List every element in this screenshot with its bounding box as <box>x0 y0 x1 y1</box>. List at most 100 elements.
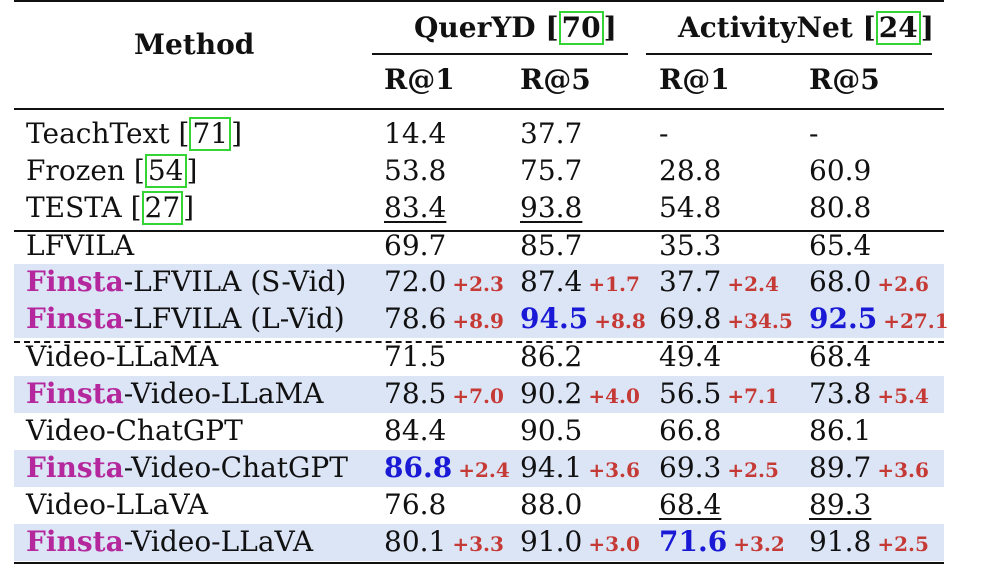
method-name: LFVILA <box>26 228 134 264</box>
score-cell: 89.7 +3.6 <box>809 450 929 488</box>
method-name: TeachText [71] <box>26 117 243 151</box>
score-cell: 69.7 <box>384 228 446 264</box>
delta-value: +2.6 <box>877 272 929 296</box>
score-cell: 92.5 +27.1 <box>809 301 949 339</box>
score-value: 69.7 <box>384 229 447 262</box>
score-value: 86.8 <box>384 451 453 484</box>
score-value: 78.5 <box>384 377 447 410</box>
score-cell: 80.1 +3.3 <box>384 524 504 562</box>
method-name: TESTA [27] <box>26 191 195 225</box>
finsta-prefix: Finsta <box>26 265 124 298</box>
delta-value: +2.5 <box>877 532 929 556</box>
score-cell: 56.5 +7.1 <box>659 376 779 414</box>
score-value: 53.8 <box>384 154 447 187</box>
method-label: -LFVILA (L-Vid) <box>123 302 345 335</box>
delta-value: +2.3 <box>452 272 504 296</box>
score-value: 54.8 <box>659 191 722 224</box>
highlight-band <box>14 450 944 487</box>
method-name: Video-ChatGPT <box>26 413 243 449</box>
method-label: TeachText <box>26 117 170 150</box>
score-value: 80.8 <box>809 191 872 224</box>
queryd-name: QuerYD <box>414 11 536 44</box>
score-value: 94.5 <box>520 302 589 335</box>
score-cell: 37.7 <box>520 116 582 152</box>
metric-header: R@5 <box>809 63 880 96</box>
citation-link[interactable]: 71 <box>189 117 232 151</box>
score-value: 86.1 <box>809 414 872 447</box>
finsta-prefix: Finsta <box>26 377 124 410</box>
delta-value: +34.5 <box>727 309 793 333</box>
method-name: Finsta-Video-ChatGPT <box>26 450 348 486</box>
score-cell: 68.4 <box>809 339 871 375</box>
score-value: 71.5 <box>384 340 447 373</box>
citation-link[interactable]: 54 <box>144 154 187 188</box>
score-cell: 86.8 +2.4 <box>384 450 510 488</box>
queryd-ref[interactable]: 70 <box>558 11 604 45</box>
delta-value: +3.6 <box>588 458 640 482</box>
delta-value: +8.9 <box>452 309 504 333</box>
score-cell: 90.2 +4.0 <box>520 376 640 414</box>
citation-link[interactable]: 27 <box>141 191 184 225</box>
score-value: 76.8 <box>384 488 447 521</box>
metric-header: R@1 <box>384 63 455 96</box>
score-cell: 69.8 +34.5 <box>659 301 793 339</box>
highlight-band <box>14 301 944 338</box>
score-cell: 68.0 +2.6 <box>809 264 929 302</box>
score-cell: 53.8 <box>384 153 446 189</box>
delta-value: +27.1 <box>883 309 949 333</box>
metric-header: R@5 <box>520 63 591 96</box>
method-label: Frozen <box>26 154 126 187</box>
delta-value: +3.0 <box>588 532 640 556</box>
method-name: Frozen [54] <box>26 154 198 188</box>
score-value: 88.0 <box>520 488 583 521</box>
score-value: 68.4 <box>809 340 872 373</box>
score-cell: 91.0 +3.0 <box>520 524 640 562</box>
score-cell: 83.4 <box>384 190 446 226</box>
score-cell: 37.7 +2.4 <box>659 264 779 302</box>
delta-value: +3.2 <box>733 532 785 556</box>
score-value: 35.3 <box>659 229 722 262</box>
score-value: - <box>809 117 819 150</box>
score-value: 87.4 <box>520 265 583 298</box>
score-cell: 86.1 <box>809 413 871 449</box>
activitynet-ref[interactable]: 24 <box>875 11 921 45</box>
score-cell: 88.0 <box>520 487 582 523</box>
score-cell: 75.7 <box>520 153 582 189</box>
delta-value: +1.7 <box>588 272 640 296</box>
method-label: Video-LLaVA <box>26 488 208 521</box>
method-label: -Video-ChatGPT <box>123 451 348 484</box>
score-cell: 35.3 <box>659 228 721 264</box>
method-label: Video-LLaMA <box>26 340 219 373</box>
score-value: 68.4 <box>659 488 722 521</box>
header-rule <box>14 108 944 110</box>
score-value: 94.1 <box>520 451 583 484</box>
activitynet-name: ActivityNet <box>678 11 853 44</box>
score-cell: 78.6 +8.9 <box>384 301 504 339</box>
score-cell: - <box>809 116 818 152</box>
score-cell: 28.8 <box>659 153 721 189</box>
score-cell: - <box>659 116 668 152</box>
score-cell: 80.8 <box>809 190 871 226</box>
score-value: 49.4 <box>659 340 722 373</box>
method-name: Finsta-Video-LLaMA <box>26 376 323 412</box>
method-label: -Video-LLaVA <box>123 525 314 558</box>
score-value: 78.6 <box>384 302 447 335</box>
delta-value: +4.0 <box>588 384 640 408</box>
score-value: 56.5 <box>659 377 722 410</box>
score-cell: 87.4 +1.7 <box>520 264 640 302</box>
score-cell: 85.7 <box>520 228 582 264</box>
score-value: 90.2 <box>520 377 583 410</box>
finsta-prefix: Finsta <box>26 451 124 484</box>
finsta-prefix: Finsta <box>26 525 124 558</box>
score-cell: 94.1 +3.6 <box>520 450 640 488</box>
score-value: 89.7 <box>809 451 872 484</box>
score-value: 92.5 <box>809 302 878 335</box>
score-cell: 69.3 +2.5 <box>659 450 779 488</box>
score-value: 89.3 <box>809 488 872 521</box>
method-label: -Video-LLaMA <box>123 377 324 410</box>
delta-value: +5.4 <box>877 384 929 408</box>
score-cell: 60.9 <box>809 153 871 189</box>
score-value: 73.8 <box>809 377 872 410</box>
score-value: 65.4 <box>809 229 872 262</box>
score-cell: 14.4 <box>384 116 446 152</box>
